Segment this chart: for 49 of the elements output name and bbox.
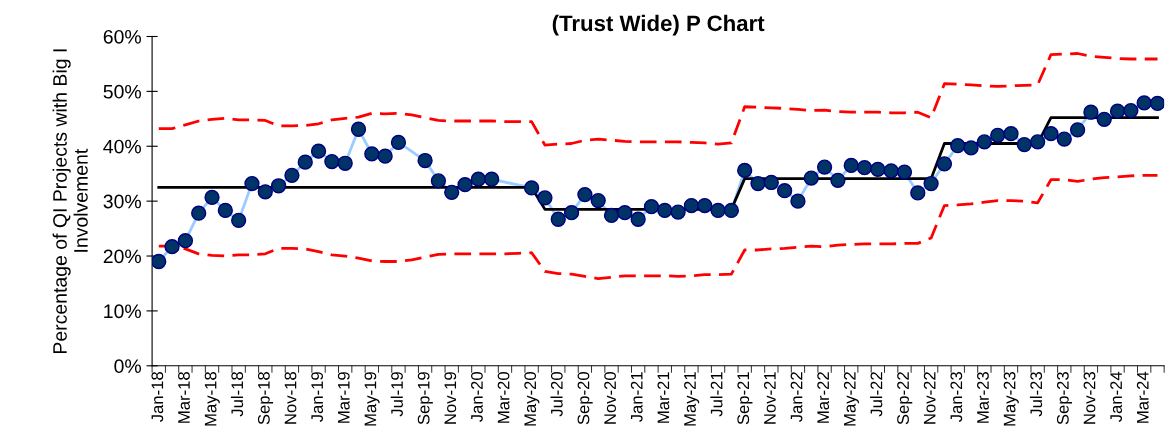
x-tick-label: Mar-22 (817, 372, 830, 423)
x-tick-label: Mar-23 (977, 372, 989, 423)
x-tick-label: Mar-18 (178, 372, 190, 423)
x-tick-label: Jul-18 (230, 372, 244, 417)
y-tick-label: 40% (103, 139, 141, 154)
x-tick-label: Jan-19 (311, 372, 324, 423)
x-tick-label: Jan-18 (151, 372, 164, 423)
x-tick-label: Sep-21 (737, 372, 753, 425)
x-tick-label: Jul-23 (1029, 372, 1043, 417)
x-tick-label: Mar-21 (657, 372, 670, 423)
y-tick-label: 20% (103, 249, 141, 264)
x-tick-label: Sep-19 (417, 372, 433, 425)
y-axis-title: Percentage of QI Projects with Big I Involvement (52, 49, 88, 353)
y-tick-label: 60% (103, 29, 141, 44)
x-tick-label: Jan-24 (1110, 371, 1123, 423)
y-tick-label: 10% (104, 304, 141, 319)
x-tick-label: Jan-21 (630, 372, 643, 423)
line-series (157, 173, 1159, 280)
x-tick-label: Mar-24 (1136, 371, 1149, 423)
x-tick-label: May-22 (843, 372, 859, 426)
y-tick-label: 50% (103, 84, 141, 99)
x-tick-label: May-23 (1003, 372, 1019, 426)
x-tick-label: Jul-19 (390, 372, 403, 417)
x-tick-label: Nov-21 (763, 372, 776, 424)
x-tick-label: May-19 (364, 372, 380, 426)
x-tick-label: Mar-19 (337, 372, 350, 423)
x-tick-label: Mar-20 (497, 371, 510, 423)
x-tick-label: Jan-23 (950, 372, 963, 423)
x-tick-label: Jul-20 (550, 371, 563, 417)
x-tick-label: Jan-22 (790, 372, 803, 423)
x-tick-label: May-18 (204, 372, 220, 426)
x-tick-label: Nov-23 (1083, 372, 1096, 424)
x-tick-label: May-21 (684, 372, 700, 426)
x-tick-label: Jul-21 (710, 372, 723, 417)
chart-title: (Trust Wide) P Chart (552, 14, 765, 36)
x-tick-label: Sep-22 (897, 372, 913, 425)
y-tick-label: 30% (103, 194, 141, 209)
line-series (157, 52, 1159, 147)
x-tick-label: Nov-19 (444, 372, 457, 424)
x-tick-label: Nov-20 (604, 371, 616, 424)
x-tick-label: Sep-18 (257, 372, 274, 425)
x-tick-label: Jan-20 (471, 371, 483, 423)
x-tick-label: Nov-18 (284, 372, 297, 424)
x-tick-label: May-20 (524, 371, 540, 426)
x-tick-label: Nov-22 (923, 372, 936, 424)
x-tick-label: Sep-20 (577, 371, 593, 425)
x-tick-label: Sep-23 (1056, 372, 1073, 425)
y-tick-label: 0% (114, 359, 141, 374)
x-tick-label: Jul-22 (870, 372, 883, 417)
